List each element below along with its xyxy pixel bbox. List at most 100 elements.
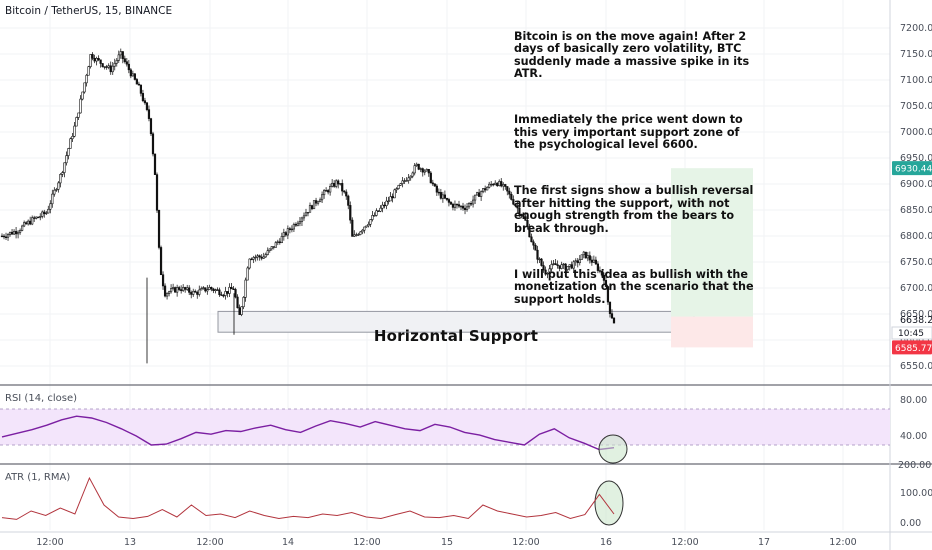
atr-highlight-circle: [594, 480, 624, 526]
candle-body: [576, 260, 579, 264]
candle-body: [471, 199, 475, 205]
rsi-axis-tick: 200.00: [898, 460, 931, 471]
candle-body: [536, 249, 539, 260]
candle-body: [556, 264, 559, 266]
candle-body: [333, 182, 336, 187]
candle-body: [580, 254, 583, 260]
candle-body: [560, 264, 563, 269]
candle-body: [425, 169, 428, 172]
rsi-highlight-circle: [598, 434, 628, 464]
candle-body: [578, 259, 581, 264]
candle-body: [443, 194, 446, 199]
candle-body: [320, 194, 324, 201]
candle-body: [145, 102, 149, 110]
idea-annotation: Bitcoin is on the move again! After 2 da…: [514, 6, 759, 340]
candle-body: [228, 286, 231, 294]
candle-body: [200, 288, 203, 291]
candle-body: [584, 251, 587, 259]
candle-body: [190, 292, 193, 295]
candle-body: [558, 265, 561, 269]
candle-body: [174, 287, 177, 293]
time-axis-label: 14: [282, 537, 294, 548]
time-axis-label: 15: [441, 537, 453, 548]
time-axis-label: 16: [600, 537, 612, 548]
candle-body: [119, 51, 122, 56]
candle-body: [157, 209, 161, 248]
candle-body: [447, 199, 451, 203]
candle-body: [294, 223, 298, 226]
candle-body: [53, 189, 56, 195]
candle-body: [244, 279, 247, 298]
candle-body: [604, 280, 608, 287]
candle-body: [349, 205, 352, 221]
candle-body: [254, 256, 257, 259]
candle-body: [0, 235, 4, 238]
candle-body: [371, 215, 374, 220]
candle-body: [592, 259, 595, 263]
candle-body: [159, 247, 163, 276]
price-axis-tick: 6950.00: [900, 153, 932, 164]
candle-body: [268, 248, 271, 251]
candle-body: [214, 289, 217, 291]
candle-body: [8, 231, 12, 235]
candle-body: [397, 184, 400, 189]
candle-body: [178, 287, 181, 290]
candle-body: [522, 215, 525, 218]
candle-body: [242, 297, 245, 308]
candle-body: [327, 190, 330, 193]
candle-body: [476, 192, 479, 196]
candle-body: [165, 293, 169, 297]
candle-body: [437, 191, 440, 194]
candle-body: [381, 204, 384, 209]
candle-body: [77, 112, 80, 118]
time-axis-label: 12:00: [512, 537, 539, 548]
candle-body: [435, 185, 438, 193]
candle-body: [220, 294, 223, 296]
candle-body: [29, 220, 32, 225]
candle-body: [347, 195, 350, 206]
candle-body: [473, 194, 477, 201]
candle-body: [87, 66, 90, 76]
current-price-label: 6638.27: [900, 315, 932, 326]
candle-body: [238, 307, 241, 315]
candle-body: [272, 246, 275, 248]
candle-body: [534, 244, 537, 251]
candle-body: [248, 258, 251, 269]
candle-body: [21, 225, 24, 231]
candle-body: [449, 202, 453, 205]
candle-body: [405, 180, 408, 182]
candle-body: [524, 216, 527, 221]
candle-body: [260, 256, 263, 259]
candle-body: [131, 73, 134, 77]
candle-body: [6, 234, 10, 238]
countdown-bg: [891, 326, 932, 340]
time-axis-label: 17: [758, 537, 770, 548]
candle-body: [409, 175, 412, 179]
candle-body: [606, 286, 610, 303]
candle-body: [196, 291, 199, 295]
candle-body: [49, 203, 52, 210]
candle-body: [586, 255, 589, 259]
candle-body: [65, 155, 68, 164]
price-axis-tick: 7100.00: [900, 75, 932, 86]
candle-body: [2, 235, 6, 238]
candle-body: [463, 207, 467, 211]
candle-body: [23, 222, 26, 227]
time-axis-label: 12:00: [36, 537, 63, 548]
candle-body: [306, 211, 310, 214]
price-axis-tick: 7050.00: [900, 101, 932, 112]
candle-body: [325, 190, 328, 192]
atr-line: [1, 476, 615, 520]
candle-body: [67, 148, 70, 156]
price-axis-tick: 7150.00: [900, 49, 932, 60]
annotation-paragraph-1: Bitcoin is on the move again! After 2 da…: [514, 29, 754, 81]
candle-body: [467, 203, 471, 208]
candle-body: [419, 168, 422, 170]
candle-body: [598, 270, 602, 272]
candle-body: [194, 290, 197, 293]
candle-body: [99, 59, 102, 64]
candle-body: [469, 203, 473, 205]
candle-body: [41, 211, 44, 217]
candle-body: [83, 82, 86, 93]
